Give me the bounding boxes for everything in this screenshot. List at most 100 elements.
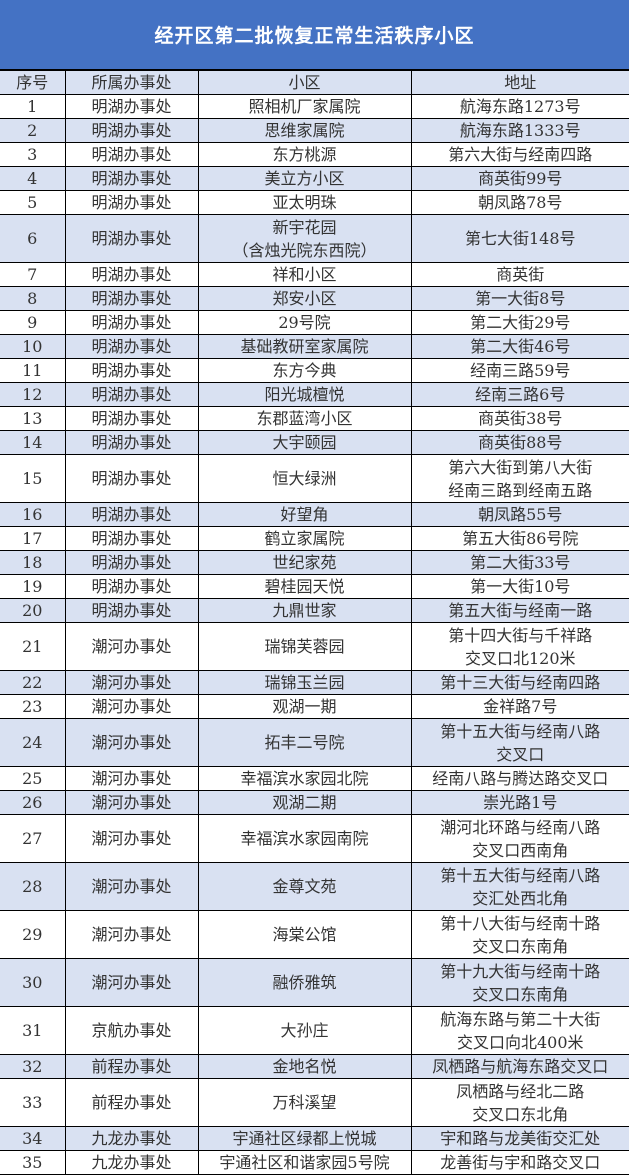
address-cell: 第十八大街与经南十路 交叉口东南角 xyxy=(410,910,629,959)
address-cell: 第二大街33号 xyxy=(410,550,629,575)
row-number: 21 xyxy=(0,622,66,671)
header-community: 小区 xyxy=(197,70,412,95)
address-cell: 商英街88号 xyxy=(410,430,629,455)
table-row: 31 京航办事处 大孙庄 航海东路与第二十大街 交叉口向北400米 xyxy=(0,1006,629,1055)
address-cell: 商英街38号 xyxy=(410,406,629,431)
row-number: 14 xyxy=(0,430,66,455)
table-row: 34 九龙办事处 宇通社区绿都上悦城 宇和路与龙美街交汇处 xyxy=(0,1126,629,1151)
table-row: 23 潮河办事处 观湖一期 金祥路7号 xyxy=(0,694,629,719)
row-number: 34 xyxy=(0,1126,66,1151)
office-cell: 潮河办事处 xyxy=(64,766,199,791)
office-cell: 明湖办事处 xyxy=(64,382,199,407)
community-cell: 碧桂园天悦 xyxy=(197,574,412,599)
address-cell: 崇光路1号 xyxy=(410,790,629,815)
community-cell: 金地名悦 xyxy=(197,1054,412,1079)
row-number: 2 xyxy=(0,118,66,143)
row-number: 13 xyxy=(0,406,66,431)
table-row: 32 前程办事处 金地名悦 凤栖路与航海东路交叉口 xyxy=(0,1054,629,1079)
row-number: 23 xyxy=(0,694,66,719)
row-number: 32 xyxy=(0,1054,66,1079)
address-cell: 第十九大街与经南十路 交叉口东南角 xyxy=(410,958,629,1007)
table-row: 33 前程办事处 万科溪望 凤栖路与经北二路 交叉口东北角 xyxy=(0,1078,629,1127)
table-row: 9 明湖办事处 29号院 第二大街29号 xyxy=(0,310,629,335)
community-cell: 瑞锦玉兰园 xyxy=(197,670,412,695)
address-cell: 龙善街与宇和路交叉口 xyxy=(410,1150,629,1175)
row-number: 33 xyxy=(0,1078,66,1127)
table-row: 17 明湖办事处 鹤立家属院 第五大街86号院 xyxy=(0,526,629,551)
table-row: 10 明湖办事处 基础教研室家属院 第二大街46号 xyxy=(0,334,629,359)
address-cell: 经南三路6号 xyxy=(410,382,629,407)
table-row: 12 明湖办事处 阳光城檀悦 经南三路6号 xyxy=(0,382,629,407)
community-cell: 海棠公馆 xyxy=(197,910,412,959)
community-cell: 郑安小区 xyxy=(197,286,412,311)
community-cell: 基础教研室家属院 xyxy=(197,334,412,359)
table-row: 14 明湖办事处 大宇颐园 商英街88号 xyxy=(0,430,629,455)
address-cell: 第一大街10号 xyxy=(410,574,629,599)
office-cell: 九龙办事处 xyxy=(64,1126,199,1151)
office-cell: 明湖办事处 xyxy=(64,190,199,215)
table-row: 28 潮河办事处 金尊文苑 第十五大街与经南八路 交汇处西北角 xyxy=(0,862,629,911)
row-number: 28 xyxy=(0,862,66,911)
table-row: 22 潮河办事处 瑞锦玉兰园 第十三大街与经南四路 xyxy=(0,670,629,695)
office-cell: 明湖办事处 xyxy=(64,598,199,623)
row-number: 31 xyxy=(0,1006,66,1055)
address-cell: 第十五大街与经南八路 交汇处西北角 xyxy=(410,862,629,911)
address-cell: 金祥路7号 xyxy=(410,694,629,719)
address-cell: 第十三大街与经南四路 xyxy=(410,670,629,695)
office-cell: 明湖办事处 xyxy=(64,310,199,335)
table-row: 18 明湖办事处 世纪家苑 第二大街33号 xyxy=(0,550,629,575)
row-number: 29 xyxy=(0,910,66,959)
row-number: 7 xyxy=(0,262,66,287)
address-cell: 第二大街29号 xyxy=(410,310,629,335)
office-cell: 明湖办事处 xyxy=(64,286,199,311)
community-cell: 观湖一期 xyxy=(197,694,412,719)
table-title: 经开区第二批恢复正常生活秩序小区 xyxy=(0,0,629,70)
row-number: 9 xyxy=(0,310,66,335)
office-cell: 潮河办事处 xyxy=(64,862,199,911)
office-cell: 明湖办事处 xyxy=(64,358,199,383)
office-cell: 明湖办事处 xyxy=(64,454,199,503)
office-cell: 明湖办事处 xyxy=(64,214,199,263)
row-number: 25 xyxy=(0,766,66,791)
office-cell: 明湖办事处 xyxy=(64,574,199,599)
table-row: 13 明湖办事处 东郡蓝湾小区 商英街38号 xyxy=(0,406,629,431)
office-cell: 明湖办事处 xyxy=(64,118,199,143)
address-cell: 航海东路与第二十大街 交叉口向北400米 xyxy=(410,1006,629,1055)
row-number: 19 xyxy=(0,574,66,599)
community-cell: 照相机厂家属院 xyxy=(197,94,412,119)
office-cell: 潮河办事处 xyxy=(64,790,199,815)
row-number: 12 xyxy=(0,382,66,407)
row-number: 6 xyxy=(0,214,66,263)
address-cell: 经南三路59号 xyxy=(410,358,629,383)
office-cell: 潮河办事处 xyxy=(64,910,199,959)
community-cell: 宇通社区绿都上悦城 xyxy=(197,1126,412,1151)
office-cell: 明湖办事处 xyxy=(64,502,199,527)
row-number: 3 xyxy=(0,142,66,167)
table-row: 27 潮河办事处 幸福滨水家园南院 潮河北环路与经南八路 交叉口西南角 xyxy=(0,814,629,863)
address-cell: 商英街 xyxy=(410,262,629,287)
row-number: 4 xyxy=(0,166,66,191)
community-cell: 大宇颐园 xyxy=(197,430,412,455)
community-cell: 东方桃源 xyxy=(197,142,412,167)
address-cell: 航海东路1273号 xyxy=(410,94,629,119)
address-cell: 经南八路与腾达路交叉口 xyxy=(410,766,629,791)
table-row: 8 明湖办事处 郑安小区 第一大街8号 xyxy=(0,286,629,311)
row-number: 35 xyxy=(0,1150,66,1175)
table-row: 6 明湖办事处 新宇花园 （含烛光院东西院） 第七大街148号 xyxy=(0,214,629,263)
table-row: 29 潮河办事处 海棠公馆 第十八大街与经南十路 交叉口东南角 xyxy=(0,910,629,959)
address-cell: 凤栖路与航海东路交叉口 xyxy=(410,1054,629,1079)
community-cell: 恒大绿洲 xyxy=(197,454,412,503)
address-cell: 朝凤路55号 xyxy=(410,502,629,527)
community-cell: 观湖二期 xyxy=(197,790,412,815)
row-number: 15 xyxy=(0,454,66,503)
address-cell: 第二大街46号 xyxy=(410,334,629,359)
table-row: 35 九龙办事处 宇通社区和谐家园5号院 龙善街与宇和路交叉口 xyxy=(0,1150,629,1175)
community-cell: 亚太明珠 xyxy=(197,190,412,215)
office-cell: 明湖办事处 xyxy=(64,334,199,359)
row-number: 8 xyxy=(0,286,66,311)
address-cell: 第六大街到第八大街 经南三路到经南五路 xyxy=(410,454,629,503)
community-cell: 29号院 xyxy=(197,310,412,335)
address-cell: 朝凤路78号 xyxy=(410,190,629,215)
address-cell: 第五大街与经南一路 xyxy=(410,598,629,623)
office-cell: 潮河办事处 xyxy=(64,670,199,695)
